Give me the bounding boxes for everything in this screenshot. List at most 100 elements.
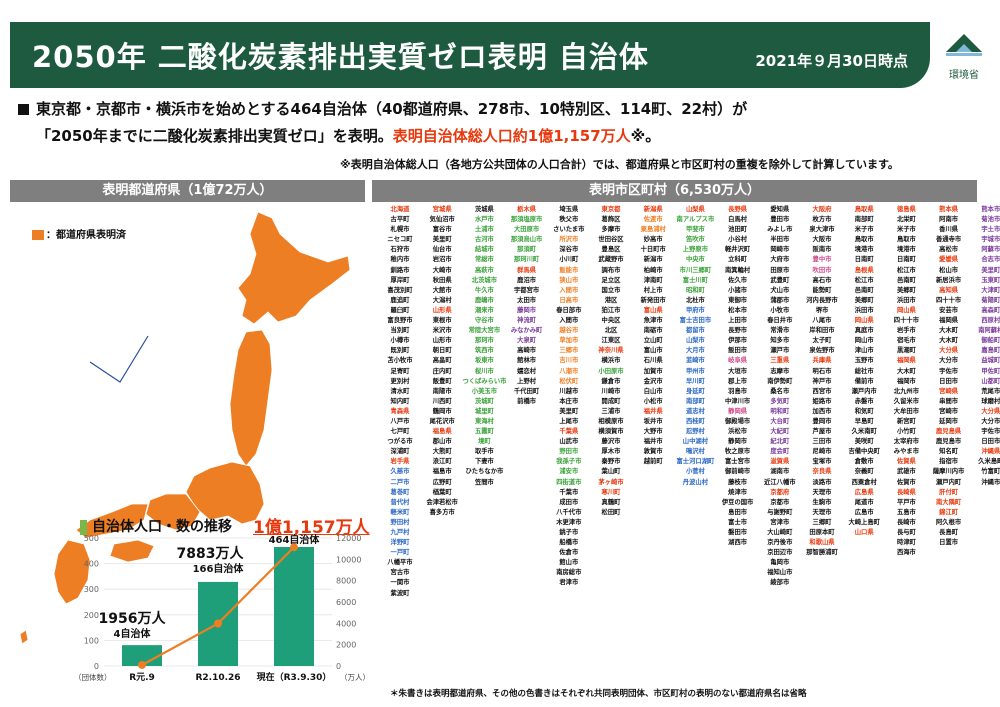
municipality-item: 白山市: [643, 387, 663, 395]
municipality-item: 大野市: [643, 428, 663, 436]
municipality-item: 広野町: [432, 478, 452, 486]
municipality-item: 普代村: [390, 498, 410, 506]
municipality-item: 開成町: [601, 397, 621, 405]
municipality-item: 栃木県: [517, 206, 537, 213]
municipality-item: 湖西市: [728, 539, 748, 547]
municipality-item: 南陽市: [432, 387, 452, 395]
left-tick-label: 400: [84, 560, 99, 569]
municipality-item: 昭和町: [685, 286, 705, 294]
municipality-item: 村上市: [643, 286, 663, 294]
municipality-item: 館林市: [517, 357, 537, 365]
municipality-item: 姫路市: [812, 397, 832, 405]
municipality-item: 安芸市: [939, 306, 959, 314]
municipality-item: 高崎市: [517, 347, 537, 355]
municipality-item: 度会町: [770, 448, 790, 456]
municipality-item: 都留市: [685, 327, 705, 335]
municipality-item: 忍野村: [685, 428, 705, 436]
municipality-item: 尾道市: [854, 498, 874, 506]
municipality-item: 京田辺市: [767, 549, 793, 557]
municipality-item: 伊豆の国市: [721, 498, 754, 506]
municipality-item: 魚津市: [643, 317, 663, 325]
municipality-item: 釧路市: [390, 266, 410, 274]
municipality-item: 洋野町: [390, 539, 410, 547]
municipality-item: 秩父市: [559, 216, 579, 224]
municipality-item: 吹田市: [812, 266, 832, 274]
municipality-item: 加賀市: [643, 367, 663, 375]
municipality-item: みよし市: [767, 226, 793, 234]
municipality-item: 吉川市: [559, 357, 579, 365]
right-tick-label: 12000: [336, 534, 361, 543]
municipality-item: 芦屋市: [812, 428, 832, 436]
municipality-item: 泉大津市: [809, 226, 835, 234]
municipality-item: 和歌山県: [809, 539, 835, 547]
municipality-item: 羽島市: [728, 387, 748, 395]
municipality-column: 愛知県 豊田市 みよし市 半田市 岡崎市 大府市 田原市 武豊町 犬山市 蒲郡市 小牧市 春日井市 常滑…: [758, 205, 802, 589]
municipality-item: 瀬戸内市: [851, 387, 877, 395]
municipality-item: 坂東市: [474, 357, 494, 365]
population-chart-svg: 0 100 200 300 400 500 0 2000 4000 6000 8000 10000 12…: [74, 533, 370, 683]
municipality-item: 八千代市: [556, 508, 582, 516]
municipality-item: 御前崎市: [725, 468, 751, 476]
municipality-item: 八戸市: [390, 417, 410, 425]
municipality-item: 真鶴町: [601, 498, 621, 506]
municipality-item: 軽井沢町: [725, 246, 751, 254]
municipality-column: 大阪府 枚方市 泉大津市 大阪市 阪南市 豊中市 吹田市 高石市 能勢町 河内長野市 堺市 八尾市 岸和…: [800, 205, 844, 558]
municipality-item: 朝日町: [432, 347, 452, 355]
municipality-item: 大崎上島町: [848, 518, 880, 526]
category-label: 現在（R3.9.30）: [257, 671, 332, 683]
municipality-item: 南大隅町: [936, 498, 962, 506]
category-label: R2.10.26: [195, 673, 240, 683]
municipality-item: 高石市: [812, 276, 832, 284]
municipality-item: 葛飾区: [601, 216, 621, 224]
municipality-item: 小谷村: [728, 236, 748, 244]
municipality-item: 福岡市: [896, 377, 916, 385]
municipality-item: 身延町: [685, 387, 705, 395]
municipality-item: 御殿場市: [725, 417, 751, 425]
municipality-item: 備前市: [854, 377, 874, 385]
municipality-item: 茅ヶ崎市: [598, 478, 624, 486]
municipality-item: つがる市: [387, 438, 413, 446]
municipality-item: 大泉町: [517, 337, 537, 345]
municipality-item: 球磨村: [981, 397, 1000, 405]
summary: 東京都・京都市・横浜市を始めとする464自治体（40都道府県、278市、10特別…: [18, 96, 976, 150]
municipality-item: 高松市: [939, 246, 959, 254]
municipality-item: 米子市: [896, 226, 916, 234]
municipality-item: 鹿嶋市: [474, 296, 494, 304]
category-label: R元.9: [129, 672, 155, 683]
municipality-item: 太子町: [812, 337, 832, 345]
municipality-item: 太田市: [517, 296, 537, 304]
municipality-item: 韮崎市: [685, 357, 705, 365]
municipality-item: 鎌倉市: [601, 377, 621, 385]
municipality-item: 奈良県: [812, 468, 832, 476]
municipality-item: 守谷市: [474, 317, 494, 325]
municipality-item: 松江市: [896, 266, 916, 274]
municipality-item: 大紀町: [770, 428, 790, 436]
municipality-item: 八尾市: [812, 317, 832, 325]
municipality-item: 岐阜県: [728, 357, 748, 365]
municipality-item: 喜茂別町: [387, 286, 413, 294]
municipality-item: 錦江町: [939, 508, 959, 516]
municipality-item: 南部町: [854, 216, 874, 224]
municipality-item: 境港市: [896, 246, 916, 254]
municipality-item: 古平町: [390, 216, 410, 224]
municipality-item: 西海市: [896, 549, 916, 557]
municipality-item: 阪南市: [812, 246, 832, 254]
municipality-item: 菊池市: [981, 216, 1000, 224]
municipality-item: 福井市: [643, 438, 663, 446]
municipality-item: 長与町: [896, 529, 916, 536]
municipality-item: 水戸市: [474, 216, 494, 224]
municipality-item: 松本市: [728, 306, 748, 314]
municipality-item: 津山市: [854, 347, 874, 355]
municipality-item: 真庭市: [854, 327, 874, 335]
municipality-item: 野田村: [390, 518, 410, 526]
municipality-item: 喜多方市: [429, 508, 455, 516]
municipality-item: 港区: [604, 296, 618, 304]
municipality-item: 立山町: [643, 337, 663, 345]
municipality-item: 長野市: [728, 327, 748, 335]
municipality-item: 所沢市: [559, 236, 579, 244]
municipality-item: 境港市: [854, 246, 874, 254]
municipality-item: 長野県: [728, 206, 748, 213]
municipality-item: 佐倉市: [559, 549, 579, 557]
municipality-item: 甲佐町: [981, 367, 1000, 375]
municipality-item: 愛知県: [770, 206, 790, 213]
